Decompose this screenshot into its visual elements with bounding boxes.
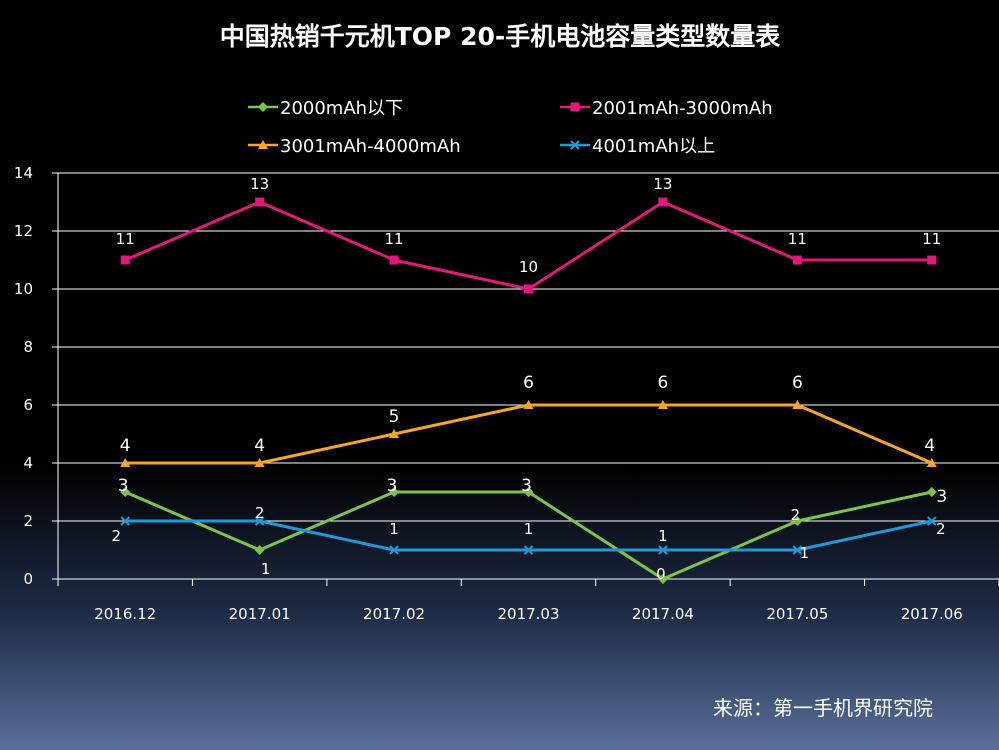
x-tick-label: 2017.03 <box>497 605 559 623</box>
y-tick-label: 6 <box>23 396 33 414</box>
y-tick-label: 12 <box>14 222 33 240</box>
legend-item: 4001mAh以上 <box>560 136 715 157</box>
data-point <box>927 255 937 265</box>
legend-marker <box>570 140 580 150</box>
x-tick-label: 2017.02 <box>363 605 425 623</box>
data-point <box>792 255 802 265</box>
series-line <box>125 403 933 465</box>
data-label: 2 <box>255 504 265 522</box>
data-point <box>389 487 400 497</box>
data-label: 11 <box>385 230 404 248</box>
data-point <box>792 400 803 409</box>
data-label: 4 <box>254 436 265 456</box>
data-label: 13 <box>250 175 269 193</box>
data-point <box>523 545 534 555</box>
series-2 <box>120 197 937 294</box>
data-label: 1 <box>389 520 399 538</box>
data-point <box>792 516 803 526</box>
data-label: 2 <box>791 506 801 524</box>
data-point <box>926 487 937 497</box>
legend-marker <box>258 102 268 112</box>
data-label: 6 <box>523 373 534 393</box>
series-1 <box>120 487 937 584</box>
data-point <box>389 255 399 265</box>
data-label: 11 <box>922 230 941 248</box>
data-point <box>927 516 937 526</box>
x-tick-label: 2017.01 <box>229 605 291 623</box>
data-point <box>254 516 265 526</box>
data-label: 3 <box>118 476 129 496</box>
data-point <box>792 545 803 555</box>
data-point <box>120 516 130 526</box>
data-label: 6 <box>658 373 669 393</box>
data-label: 1 <box>261 560 271 578</box>
data-point <box>389 545 399 555</box>
legend-label: 3001mAh-4000mAh <box>280 136 461 157</box>
data-label: 3 <box>521 476 532 496</box>
data-label: 1 <box>800 544 810 562</box>
y-tick-label: 2 <box>23 512 33 530</box>
legend-marker <box>258 140 268 149</box>
legend-label: 2001mAh-3000mAh <box>592 98 773 119</box>
data-point <box>523 400 534 409</box>
data-label: 6 <box>792 373 803 393</box>
data-point <box>389 429 400 438</box>
y-tick-label: 8 <box>23 338 33 356</box>
legend: 2000mAh以下 2001mAh-3000mAh 3001mAh-4000mAh 4… <box>248 98 773 157</box>
data-label: 3 <box>387 476 398 496</box>
data-point <box>657 400 668 409</box>
data-label: 10 <box>519 258 538 276</box>
y-tick-label: 0 <box>23 570 33 588</box>
x-tick-label: 2017.04 <box>632 605 694 623</box>
legend-label: 4001mAh以上 <box>592 136 715 157</box>
x-axis-ticks: 2016.12 2017.01 2017.02 2017.03 2017.04 2017.… <box>57 579 999 623</box>
data-label: 4 <box>120 436 131 456</box>
data-label: 5 <box>389 407 400 427</box>
data-point <box>254 458 265 467</box>
legend-item: 2000mAh以下 <box>248 98 403 119</box>
data-point <box>255 197 265 207</box>
chart-title: 中国热销千元机TOP 20-手机电池容量类型数量表 <box>220 22 781 51</box>
y-tick-label: 14 <box>14 164 33 182</box>
data-point <box>658 545 668 555</box>
y-axis-ticks: 0 2 4 6 8 10 12 14 <box>14 164 58 588</box>
source-note: 来源：第一手机界研究院 <box>713 696 933 720</box>
data-label: 1 <box>524 520 534 538</box>
data-label: 3 <box>936 487 947 507</box>
series-group <box>120 197 937 584</box>
data-label: 2 <box>111 527 121 545</box>
data-point <box>254 545 265 555</box>
grid-lines <box>58 172 999 522</box>
data-point <box>658 197 668 207</box>
data-point <box>120 255 130 265</box>
x-tick-label: 2017.05 <box>766 605 828 623</box>
data-label: 2 <box>936 520 946 538</box>
data-point <box>926 458 937 467</box>
y-tick-label: 4 <box>23 454 33 472</box>
data-point <box>657 574 668 584</box>
data-label: 13 <box>653 175 672 193</box>
data-point <box>523 487 534 497</box>
legend-label: 2000mAh以下 <box>280 98 403 119</box>
data-point <box>524 284 533 294</box>
y-tick-label: 10 <box>14 280 33 298</box>
legend-marker <box>570 102 580 112</box>
series-3 <box>120 400 937 467</box>
legend-item: 3001mAh-4000mAh <box>248 136 461 157</box>
data-label: 4 <box>924 436 935 456</box>
data-label: 11 <box>116 230 135 248</box>
series-4 <box>120 516 937 555</box>
axes <box>57 173 999 580</box>
data-point <box>120 487 131 497</box>
data-label: 11 <box>788 230 807 248</box>
x-tick-label: 2016.12 <box>94 605 156 623</box>
legend-item: 2001mAh-3000mAh <box>560 98 773 119</box>
x-tick-label: 2017.06 <box>901 605 963 623</box>
data-label: 1 <box>658 527 668 545</box>
data-label: 0 <box>656 565 666 583</box>
data-point <box>120 458 131 467</box>
